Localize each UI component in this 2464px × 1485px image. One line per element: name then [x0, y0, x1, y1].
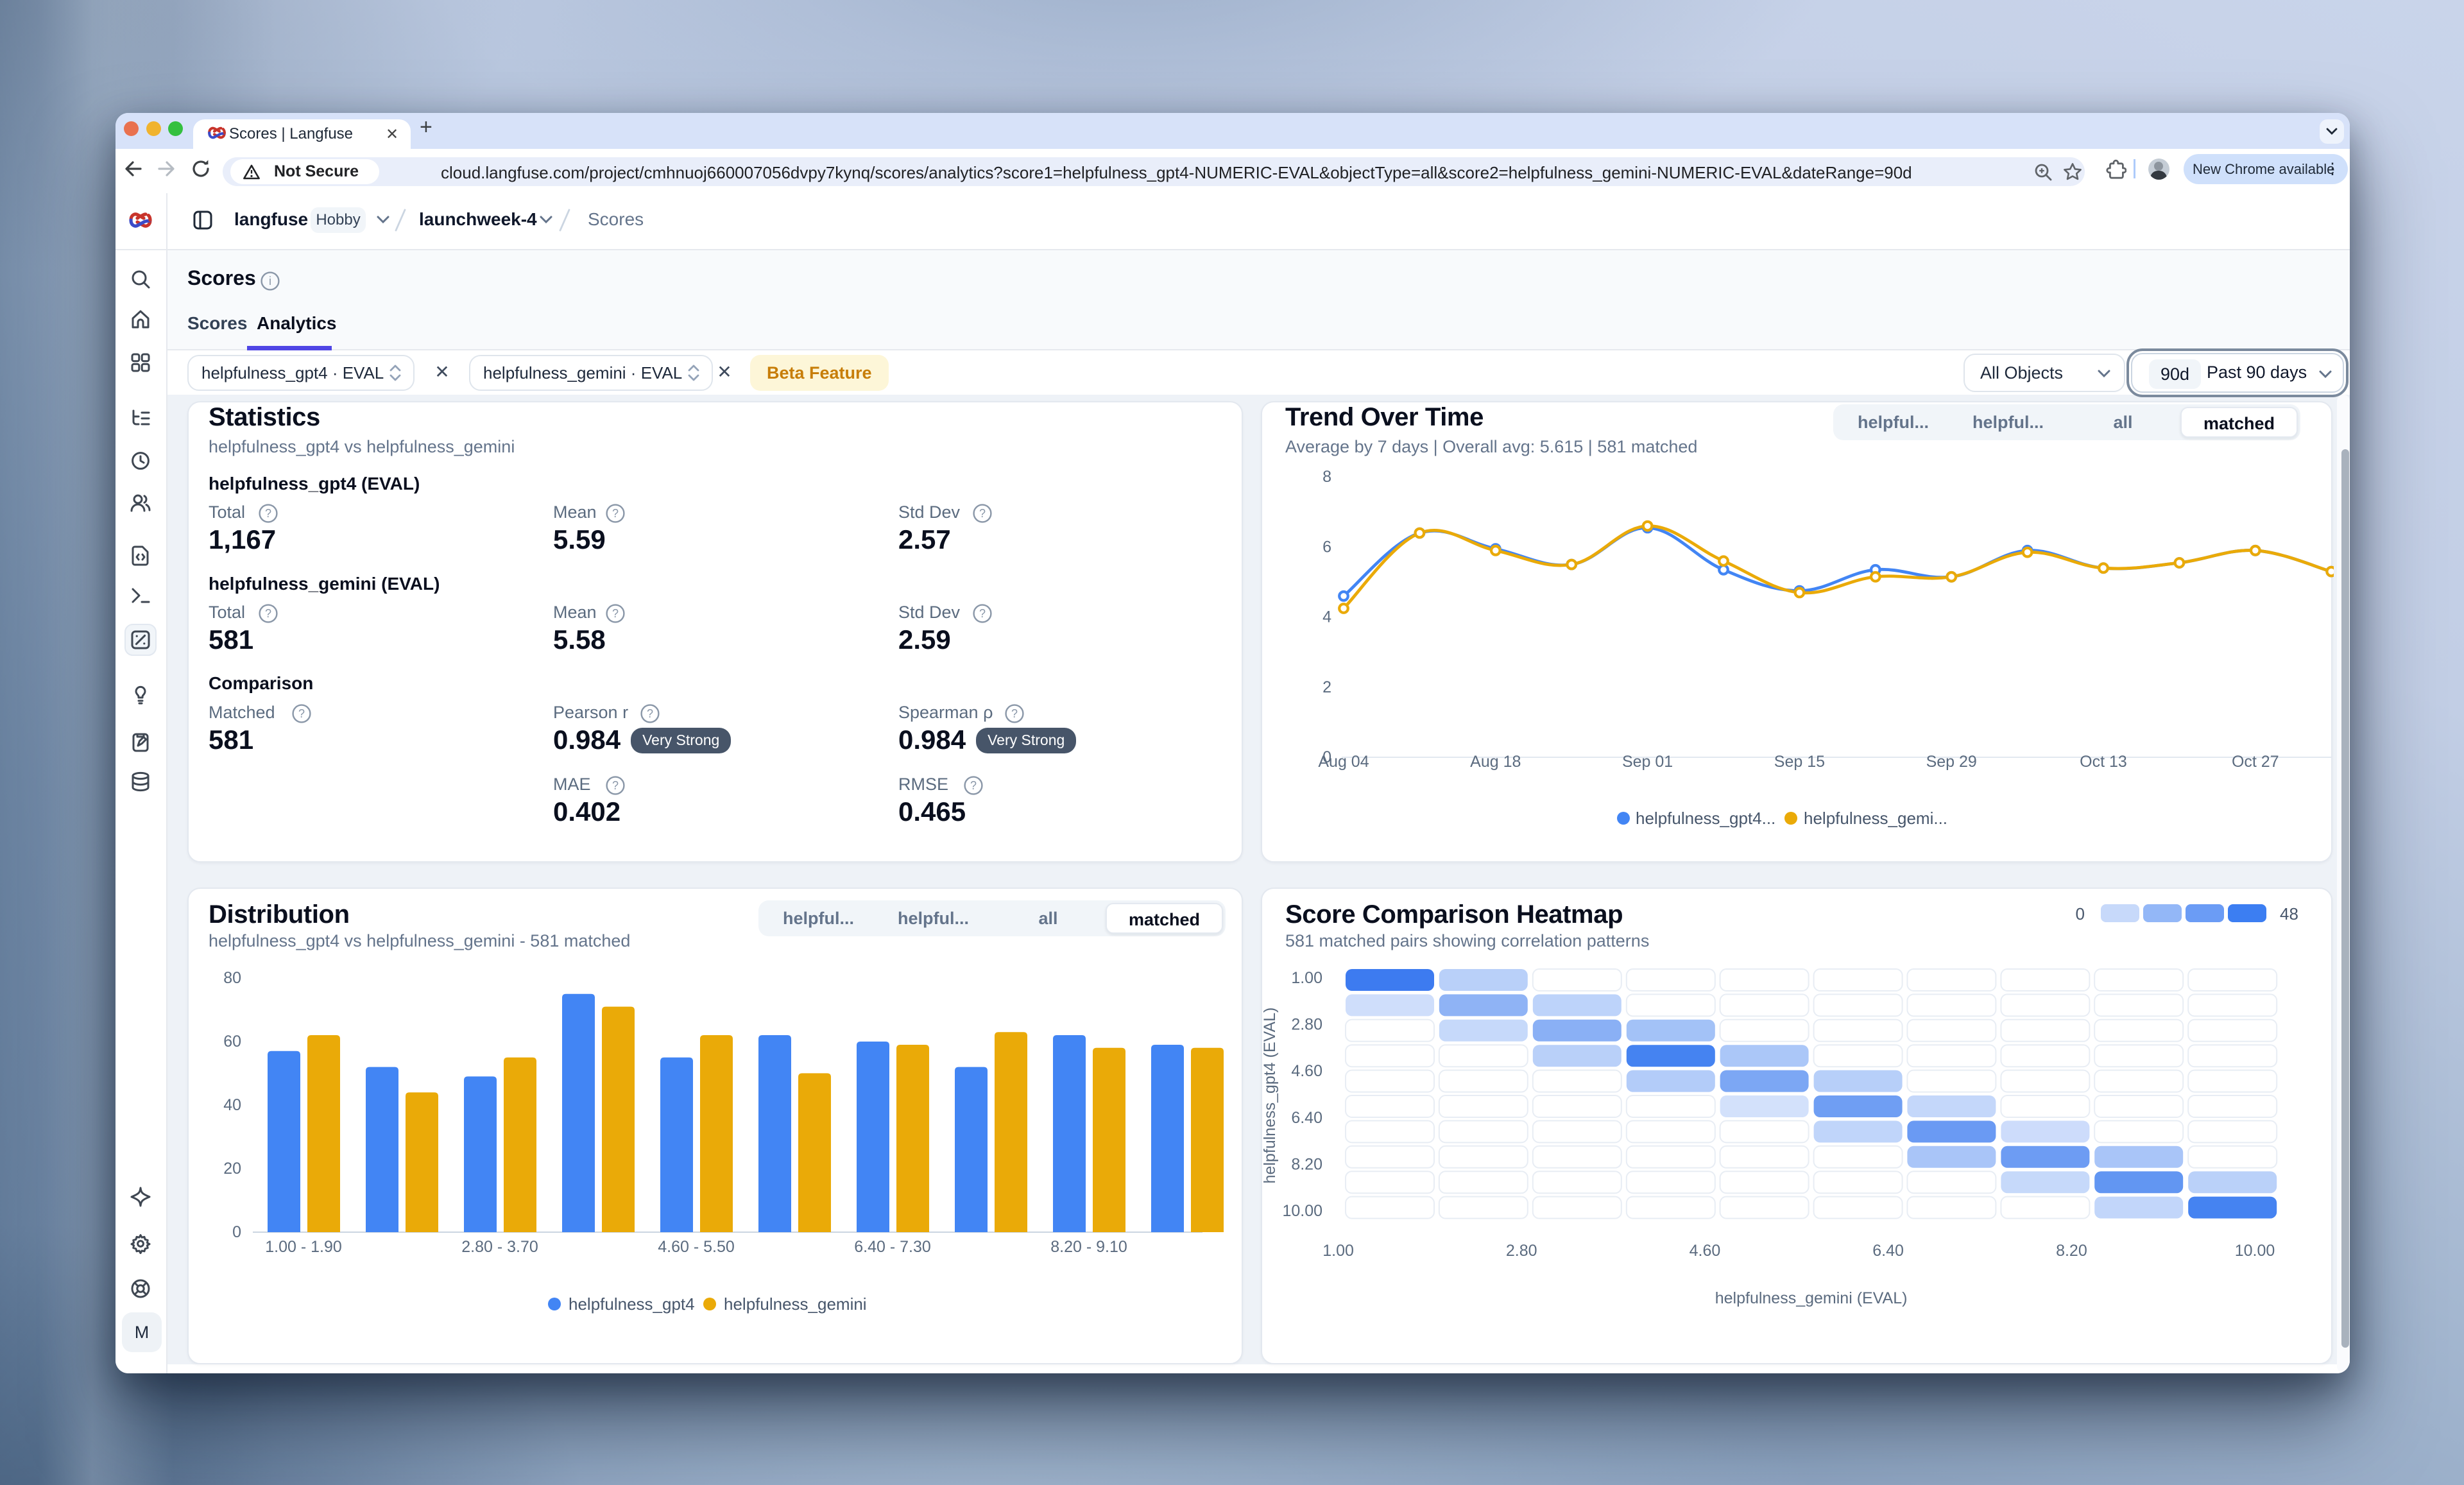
svg-text:?: ? — [265, 607, 271, 620]
svg-text:8: 8 — [1322, 468, 1331, 486]
svg-text:Sep 29: Sep 29 — [1926, 753, 1977, 771]
svg-text:1.00: 1.00 — [1291, 969, 1322, 987]
svg-text:1.00: 1.00 — [1322, 1242, 1354, 1260]
svg-text:helpfulness_gpt4 (EVAL): helpfulness_gpt4 (EVAL) — [1262, 1008, 1279, 1184]
svg-text:6.40: 6.40 — [1291, 1109, 1322, 1127]
svg-text:helpfulness_gpt4...: helpfulness_gpt4... — [1636, 809, 1775, 828]
svg-text:?: ? — [1011, 707, 1018, 720]
svg-text:60: 60 — [223, 1033, 241, 1051]
svg-text:10.00: 10.00 — [1282, 1202, 1322, 1220]
svg-text:?: ? — [612, 779, 619, 792]
svg-text:Aug 04: Aug 04 — [1318, 753, 1369, 771]
svg-text:2.80: 2.80 — [1291, 1016, 1322, 1034]
svg-text:0: 0 — [232, 1223, 241, 1241]
svg-text:Oct 27: Oct 27 — [2232, 753, 2279, 771]
svg-text:?: ? — [612, 507, 619, 520]
svg-text:?: ? — [612, 607, 619, 620]
svg-text:8.20: 8.20 — [1291, 1155, 1322, 1173]
svg-text:helpfulness_gpt4: helpfulness_gpt4 — [569, 1294, 695, 1314]
svg-text:1.00 - 1.90: 1.00 - 1.90 — [265, 1238, 342, 1256]
svg-text:?: ? — [970, 779, 977, 792]
svg-text:0: 0 — [1322, 748, 1331, 766]
svg-text:?: ? — [265, 507, 271, 520]
svg-text:4: 4 — [1322, 608, 1331, 626]
svg-text:4.60: 4.60 — [1291, 1062, 1322, 1080]
svg-text:80: 80 — [223, 969, 241, 987]
svg-text:6: 6 — [1322, 538, 1331, 556]
svg-text:?: ? — [298, 707, 305, 720]
svg-text:8.20 - 9.10: 8.20 - 9.10 — [1050, 1238, 1127, 1256]
svg-text:?: ? — [647, 707, 653, 720]
svg-text:Sep 01: Sep 01 — [1622, 753, 1673, 771]
svg-text:2: 2 — [1322, 678, 1331, 696]
svg-text:?: ? — [979, 507, 986, 520]
svg-text:2.80: 2.80 — [1506, 1242, 1537, 1260]
svg-text:Oct 13: Oct 13 — [2080, 753, 2127, 771]
svg-text:6.40 - 7.30: 6.40 - 7.30 — [854, 1238, 931, 1256]
svg-text:Sep 15: Sep 15 — [1774, 753, 1825, 771]
svg-text:4.60 - 5.50: 4.60 - 5.50 — [658, 1238, 735, 1256]
svg-text:2.80 - 3.70: 2.80 - 3.70 — [461, 1238, 538, 1256]
svg-text:i: i — [269, 275, 271, 288]
svg-text:20: 20 — [223, 1160, 241, 1178]
svg-text:?: ? — [979, 607, 986, 620]
svg-text:helpfulness_gemini: helpfulness_gemini — [724, 1294, 867, 1314]
svg-text:40: 40 — [223, 1096, 241, 1114]
svg-text:8.20: 8.20 — [2056, 1242, 2087, 1260]
svg-text:4.60: 4.60 — [1690, 1242, 1721, 1260]
svg-text:48: 48 — [2280, 904, 2298, 923]
svg-text:10.00: 10.00 — [2235, 1242, 2275, 1260]
svg-text:helpfulness_gemi...: helpfulness_gemi... — [1804, 809, 1947, 828]
svg-text:Aug 18: Aug 18 — [1470, 753, 1521, 771]
svg-text:6.40: 6.40 — [1872, 1242, 1904, 1260]
svg-text:0: 0 — [2076, 904, 2085, 923]
svg-text:helpfulness_gemini (EVAL): helpfulness_gemini (EVAL) — [1715, 1289, 1908, 1307]
